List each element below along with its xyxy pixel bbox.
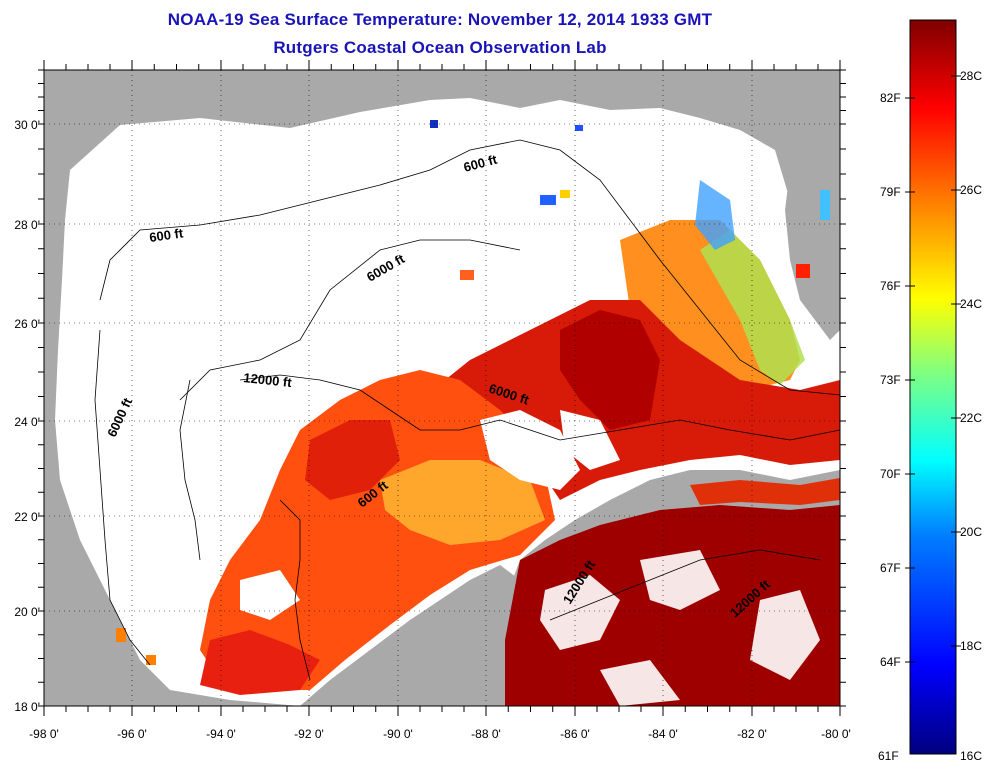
bay-campeche-sst bbox=[200, 630, 320, 695]
x-tick-label: -86 0' bbox=[560, 727, 590, 741]
colorbar-f-label: 82F bbox=[880, 91, 901, 105]
x-tick-label: -92 0' bbox=[294, 727, 324, 741]
x-tick-label: -84 0' bbox=[648, 727, 678, 741]
page-title: NOAA-19 Sea Surface Temperature: Novembe… bbox=[167, 10, 713, 29]
bathymetry-contours bbox=[94, 139, 840, 681]
x-tick-label: -90 0' bbox=[383, 727, 413, 741]
florida-shelf-blue bbox=[695, 180, 735, 250]
colorbar-c-label: 18C bbox=[960, 639, 982, 653]
cloud-gap bbox=[240, 410, 620, 620]
y-tick-label: 26 0' bbox=[14, 317, 40, 331]
colorbar-c-label: 16C bbox=[960, 749, 982, 763]
colorbar-ticks bbox=[905, 75, 961, 663]
florida-land bbox=[780, 70, 840, 340]
colorbar-c-label: 20C bbox=[960, 525, 982, 539]
colorbar-c-label: 24C bbox=[960, 297, 982, 311]
y-tick-label: 18 0' bbox=[14, 700, 40, 714]
x-tick-label: -98 0' bbox=[29, 727, 59, 741]
florida-shelf-green bbox=[700, 230, 805, 385]
colorbar-f-label: 79F bbox=[880, 185, 901, 199]
y-tick-label: 30 0' bbox=[14, 118, 40, 132]
y-tick-label: 24 0' bbox=[14, 415, 40, 429]
colorbar-c-label: 26C bbox=[960, 183, 982, 197]
colorbar-f-label: 70F bbox=[880, 467, 901, 481]
y-tick-label: 20 0' bbox=[14, 605, 40, 619]
x-tick-label: -82 0' bbox=[737, 727, 767, 741]
x-tick-label: -96 0' bbox=[117, 727, 147, 741]
colorbar: 82F 79F 76F 73F 70F 67F 64F 61F 28C 26C … bbox=[878, 19, 982, 763]
colorbar-f-label: 67F bbox=[880, 561, 901, 575]
map-ticks bbox=[38, 60, 846, 716]
western-gulf-yellow bbox=[380, 460, 545, 545]
colorbar-f-label: 64F bbox=[880, 655, 901, 669]
y-tick-label: 28 0' bbox=[14, 218, 40, 232]
x-tick-label: -80 0' bbox=[821, 727, 851, 741]
colorbar-c-label: 22C bbox=[960, 411, 982, 425]
y-axis-labels: 30 0' 28 0' 26 0' 24 0' 22 0' 20 0' 18 0… bbox=[14, 118, 40, 714]
western-gulf-red bbox=[305, 420, 400, 500]
map-content: 600 ft 600 ft 6000 ft 6000 ft 12000 ft 6… bbox=[44, 70, 840, 706]
contour-label: 600 ft bbox=[148, 225, 184, 245]
x-tick-label: -88 0' bbox=[471, 727, 501, 741]
colorbar-c-label: 28C bbox=[960, 69, 982, 83]
x-axis-labels: -98 0' -96 0' -94 0' -92 0' -90 0' -88 0… bbox=[29, 727, 851, 741]
colorbar-f-label: 61F bbox=[878, 749, 899, 763]
contour-label: 12000 ft bbox=[243, 370, 293, 390]
caribbean-cloud bbox=[540, 550, 820, 706]
western-gulf-sst bbox=[200, 370, 555, 690]
loop-current-core bbox=[560, 310, 660, 430]
colorbar-f-label: 76F bbox=[880, 279, 901, 293]
page-subtitle: Rutgers Coastal Ocean Observation Lab bbox=[273, 38, 607, 57]
y-tick-label: 22 0' bbox=[14, 510, 40, 524]
yucatan-land bbox=[300, 565, 520, 706]
colorbar-f-label: 73F bbox=[880, 373, 901, 387]
colorbar-gradient bbox=[909, 19, 957, 755]
x-tick-label: -94 0' bbox=[206, 727, 236, 741]
graticule bbox=[44, 70, 840, 706]
cuba-north-sst bbox=[690, 478, 840, 505]
